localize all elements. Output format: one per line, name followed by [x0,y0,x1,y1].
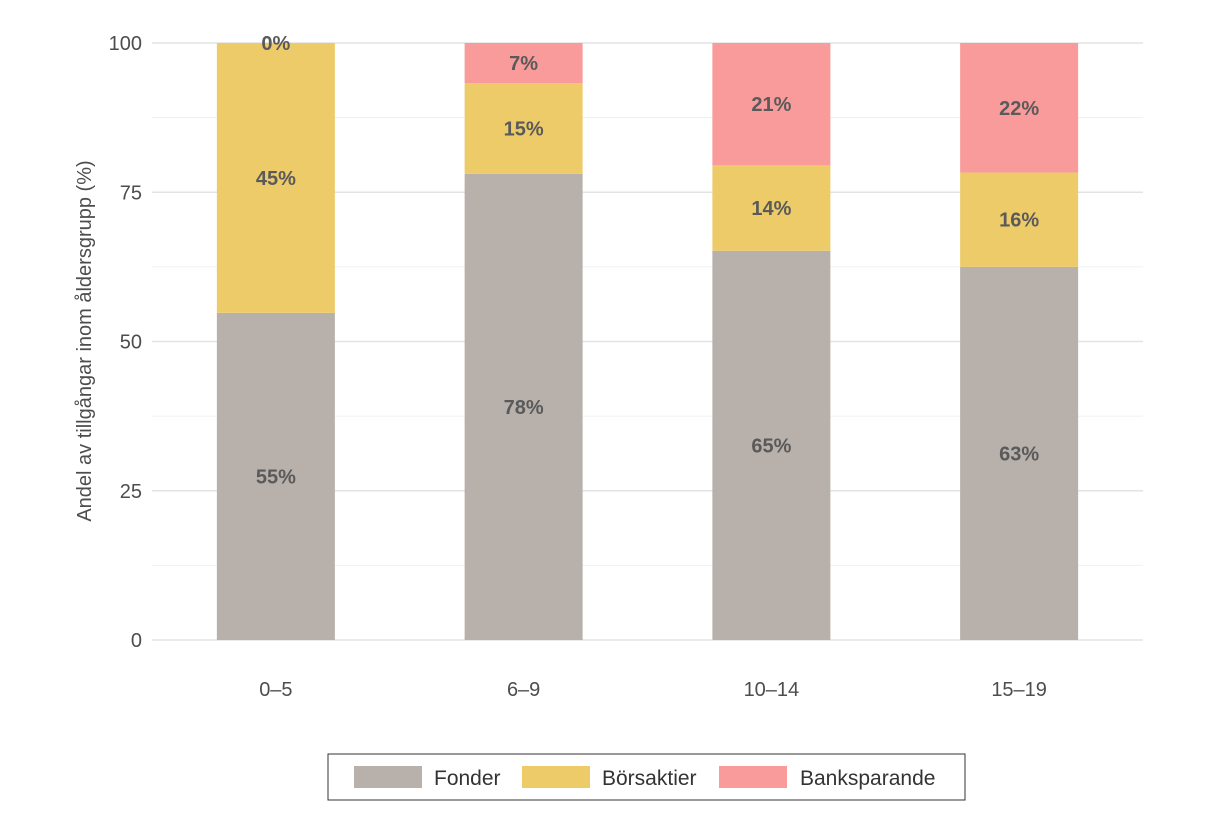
data-label: 7% [509,53,538,75]
data-label: 21% [751,94,791,116]
y-tick-label: 75 [120,182,142,204]
legend-key-börsaktier [522,766,590,788]
data-label: 55% [256,466,296,488]
bar-segment-banksparande [464,43,583,83]
bar-segment-fonder [960,266,1079,640]
bar-segment-börsaktier [216,43,335,313]
bar-segment-börsaktier [712,165,831,251]
data-label: 65% [751,435,791,457]
y-tick-label: 100 [109,33,142,55]
x-tick-label: 15–19 [991,679,1047,701]
data-label: 14% [751,198,791,220]
data-label: 22% [999,98,1039,120]
data-label: 78% [504,397,544,419]
data-label: 45% [256,168,296,190]
y-tick-label: 50 [120,332,142,354]
legend-key-fonder [354,766,422,788]
x-tick-label: 0–5 [259,679,292,701]
y-axis-title: Andel av tillgångar inom åldersgrupp (%) [74,160,96,521]
data-label: 0% [261,33,290,55]
bars-layer [216,43,1079,641]
bar-segment-banksparande [712,43,831,166]
data-labels-layer: 55% 45% 0% 78% 15% 7% 65% 14% 21% 63% 16% 22% [256,33,1039,488]
data-label: 63% [999,443,1039,465]
y-tick-label: 0 [131,630,142,652]
bar-segment-börsaktier [960,172,1079,267]
bar-segment-börsaktier [464,82,583,174]
bar-segment-fonder [712,250,831,641]
data-label: 16% [999,210,1039,232]
axis-layer: 0 25 50 75 100 0–5 6–9 10–14 15–19 [109,33,1047,701]
legend-label: Banksparande [800,767,935,790]
x-tick-label: 10–14 [744,679,800,701]
x-tick-label: 6–9 [507,679,540,701]
legend-key-banksparande [719,766,787,788]
data-label: 15% [504,118,544,140]
legend-box [327,753,966,801]
legend-label: Fonder [434,767,501,790]
bar-segment-banksparande [960,43,1079,173]
legend-label: Börsaktier [602,767,697,790]
y-tick-label: 25 [120,481,142,503]
bar-segment-fonder [464,173,583,641]
legend: Fonder Börsaktier Banksparande [327,753,966,801]
bar-segment-fonder [216,312,335,640]
